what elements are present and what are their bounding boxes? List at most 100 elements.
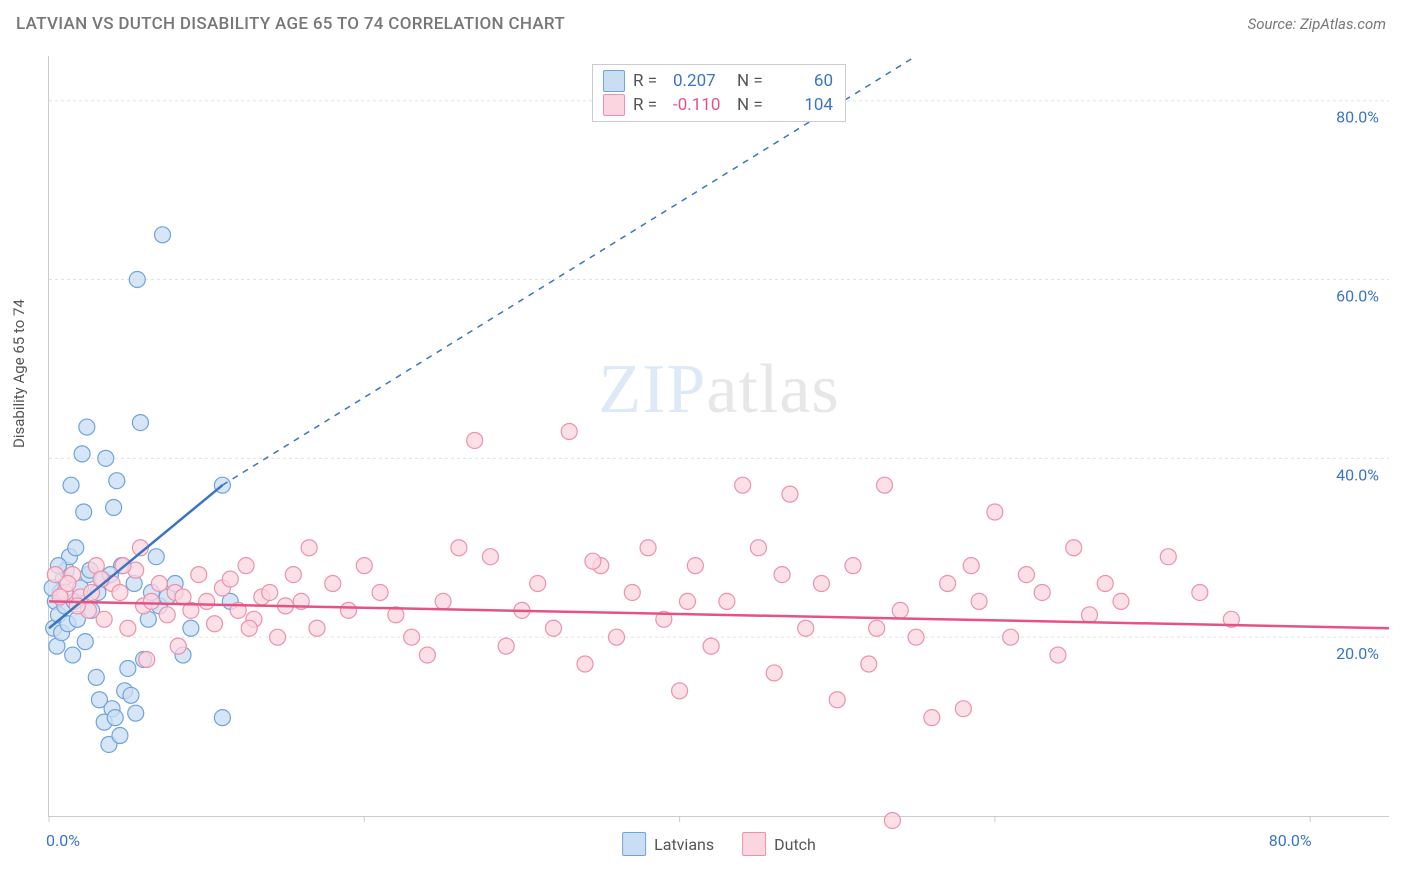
data-point <box>151 576 167 592</box>
data-point <box>77 634 93 650</box>
data-point <box>148 549 164 565</box>
data-point <box>672 683 688 699</box>
stats-r-value: -0.110 <box>673 93 729 117</box>
data-point <box>98 450 114 466</box>
legend-label: Dutch <box>774 835 816 854</box>
data-point <box>109 473 125 489</box>
data-point <box>372 584 388 600</box>
data-point <box>735 477 751 493</box>
chart-header: LATVIAN VS DUTCH DISABILITY AGE 65 TO 74… <box>0 0 1406 48</box>
data-point <box>435 593 451 609</box>
data-point <box>79 419 95 435</box>
data-point <box>963 558 979 574</box>
plot-area: ZIPatlas 20.0%40.0%60.0%80.0%0.0%80.0% R… <box>48 56 1389 817</box>
data-point <box>924 710 940 726</box>
data-point <box>309 620 325 636</box>
data-point <box>68 540 84 556</box>
x-tick-label: 80.0% <box>1269 831 1312 850</box>
y-axis-label: Disability Age 65 to 74 <box>10 299 28 448</box>
stats-r-label: R = <box>633 93 665 117</box>
chart-source: Source: ZipAtlas.com <box>1248 15 1386 33</box>
data-point <box>577 656 593 672</box>
data-point <box>498 638 514 654</box>
stats-swatch <box>603 94 625 116</box>
data-point <box>170 638 186 654</box>
data-point <box>971 593 987 609</box>
data-point <box>120 620 136 636</box>
scatter-plot-svg: 20.0%40.0%60.0%80.0%0.0%80.0% <box>49 56 1389 816</box>
data-point <box>892 602 908 618</box>
y-tick-label: 60.0% <box>1336 287 1379 306</box>
stats-n-value: 104 <box>777 93 833 117</box>
data-point <box>940 576 956 592</box>
data-point <box>270 629 286 645</box>
chart-title: LATVIAN VS DUTCH DISABILITY AGE 65 TO 74… <box>16 14 565 34</box>
stats-row: R =0.207N =60 <box>603 69 833 93</box>
data-point <box>419 647 435 663</box>
y-tick-label: 20.0% <box>1336 644 1379 663</box>
data-point <box>199 593 215 609</box>
data-point <box>766 665 782 681</box>
data-point <box>301 540 317 556</box>
data-point <box>139 652 155 668</box>
y-tick-label: 40.0% <box>1336 465 1379 484</box>
stats-row: R = -0.110 N = 104 <box>603 93 833 117</box>
stats-n-label: N = <box>737 93 769 117</box>
data-point <box>467 432 483 448</box>
data-point <box>47 567 63 583</box>
data-point <box>861 656 877 672</box>
data-point <box>241 620 257 636</box>
data-point <box>107 710 123 726</box>
data-point <box>1034 584 1050 600</box>
data-point <box>325 576 341 592</box>
data-point <box>112 728 128 744</box>
data-point <box>112 584 128 600</box>
data-point <box>404 629 420 645</box>
data-point <box>1192 584 1208 600</box>
correlation-stats-box: R =0.207N =60R =-0.110N =104 <box>592 64 846 122</box>
data-point <box>798 620 814 636</box>
legend-swatch <box>742 832 766 856</box>
legend-item: Dutch <box>742 832 816 856</box>
data-point <box>782 486 798 502</box>
data-point <box>88 669 104 685</box>
chart-area: Disability Age 65 to 74 ZIPatlas 20.0%40… <box>0 48 1406 868</box>
data-point <box>545 620 561 636</box>
data-point <box>679 593 695 609</box>
data-point <box>955 701 971 717</box>
data-point <box>987 504 1003 520</box>
data-point <box>106 500 122 516</box>
data-point <box>132 415 148 431</box>
data-point <box>1003 629 1019 645</box>
data-point <box>356 558 372 574</box>
data-point <box>877 477 893 493</box>
series-legend: LatviansDutch <box>622 832 816 856</box>
data-point <box>482 549 498 565</box>
data-point <box>65 647 81 663</box>
data-point <box>207 616 223 632</box>
data-point <box>1097 576 1113 592</box>
data-point <box>285 567 301 583</box>
data-point <box>703 638 719 654</box>
data-point <box>1018 567 1034 583</box>
data-point <box>96 611 112 627</box>
data-point <box>183 620 199 636</box>
data-point <box>1113 593 1129 609</box>
data-point <box>624 584 640 600</box>
data-point <box>1081 607 1097 623</box>
y-tick-label: 80.0% <box>1336 108 1379 127</box>
stats-n-value: 60 <box>777 69 833 93</box>
data-point <box>908 629 924 645</box>
data-point <box>120 660 136 676</box>
data-point <box>123 687 139 703</box>
data-point <box>585 553 601 569</box>
data-point <box>76 504 92 520</box>
stats-n-label: N = <box>737 69 769 93</box>
data-point <box>845 558 861 574</box>
data-point <box>1066 540 1082 556</box>
data-point <box>869 620 885 636</box>
data-point <box>128 705 144 721</box>
data-point <box>159 607 175 623</box>
stats-swatch <box>603 70 625 92</box>
data-point <box>262 584 278 600</box>
